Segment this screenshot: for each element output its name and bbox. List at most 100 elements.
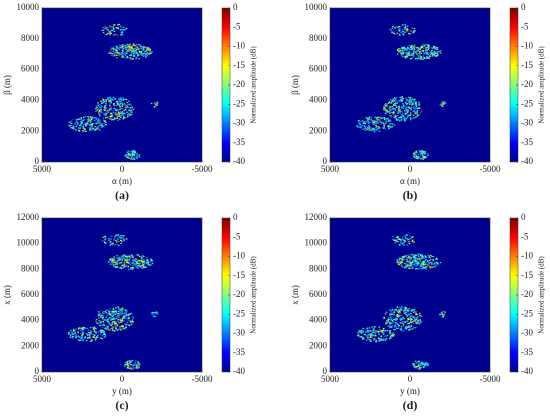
speckle [414, 155, 416, 157]
speckle [410, 326, 412, 328]
speckle [134, 150, 137, 152]
speckle [112, 320, 114, 323]
speckle [124, 323, 126, 325]
speckle [427, 48, 429, 51]
speckle [110, 30, 112, 32]
speckle [402, 51, 405, 53]
speckle [108, 52, 110, 55]
speckle [410, 321, 413, 324]
speckle [147, 260, 149, 262]
speckle [419, 47, 422, 49]
speckle [118, 118, 121, 120]
speckle [391, 326, 393, 328]
speckle [112, 315, 114, 317]
speckle [110, 47, 113, 49]
speckle [125, 57, 127, 59]
speckle [408, 51, 410, 53]
speckle [105, 316, 107, 318]
speckle [421, 361, 423, 363]
caption: (d) [403, 398, 418, 412]
speckle [117, 238, 119, 241]
speckle [140, 256, 143, 258]
speckle [119, 267, 121, 269]
speckle [108, 239, 110, 242]
speckle [413, 48, 416, 51]
speckle [420, 257, 423, 259]
speckle [403, 112, 406, 115]
speckle [96, 127, 98, 129]
speckle [419, 364, 421, 366]
speckle [410, 106, 413, 108]
speckle [382, 126, 385, 128]
speckle [411, 267, 413, 269]
speckle [366, 330, 369, 332]
speckle [436, 51, 438, 53]
speckle [436, 52, 439, 54]
speckle [82, 328, 84, 331]
speckle [402, 239, 405, 241]
speckle [429, 258, 432, 260]
speckle [383, 123, 386, 126]
speckle [417, 263, 419, 265]
speckle [400, 53, 402, 55]
speckle [141, 254, 144, 256]
speckle [404, 55, 406, 58]
speckle [410, 99, 413, 101]
speckle [118, 112, 120, 115]
speckle [101, 102, 104, 104]
speckle [399, 317, 402, 319]
speckle [104, 241, 106, 244]
speckle [105, 311, 107, 314]
speckle [359, 331, 361, 333]
speckle [430, 47, 433, 49]
speckle [367, 118, 370, 120]
speckle [403, 267, 406, 269]
speckle [410, 109, 412, 111]
speckle [367, 126, 369, 128]
speckle [142, 46, 145, 48]
speckle [111, 327, 114, 330]
speckle [392, 320, 394, 323]
speckle [390, 115, 392, 117]
speckle [123, 311, 126, 313]
speckle [84, 129, 86, 131]
speckle [121, 267, 123, 269]
speckle [399, 319, 402, 321]
speckle [138, 44, 141, 47]
speckle [415, 101, 417, 103]
colorbar-tick-label: -30 [233, 328, 245, 338]
speckle [410, 58, 412, 60]
speckle [369, 339, 372, 341]
speckle [89, 128, 91, 130]
speckle [107, 97, 110, 99]
speckle [142, 255, 145, 258]
speckle [106, 309, 109, 311]
speckle [393, 309, 396, 311]
speckle [108, 31, 110, 33]
speckle [408, 329, 410, 331]
speckle [81, 330, 83, 332]
speckle [91, 129, 93, 131]
speckle [400, 99, 403, 101]
speckle [403, 49, 405, 51]
speckle [93, 329, 96, 331]
y-tick-label: 0 [323, 366, 328, 376]
speckle [121, 52, 123, 54]
speckle [99, 309, 102, 311]
speckle [68, 331, 70, 334]
speckle [386, 322, 389, 324]
speckle [423, 363, 426, 366]
speckle [98, 313, 100, 315]
speckle [146, 261, 148, 263]
speckle [140, 51, 143, 53]
speckle [390, 108, 393, 111]
speckle [395, 315, 398, 317]
speckle [422, 150, 425, 152]
speckle [151, 260, 154, 263]
speckle [113, 318, 116, 320]
speckle [358, 125, 361, 127]
speckle [129, 255, 132, 257]
speckle [136, 157, 138, 159]
speckle [118, 46, 120, 49]
speckle [125, 106, 127, 108]
